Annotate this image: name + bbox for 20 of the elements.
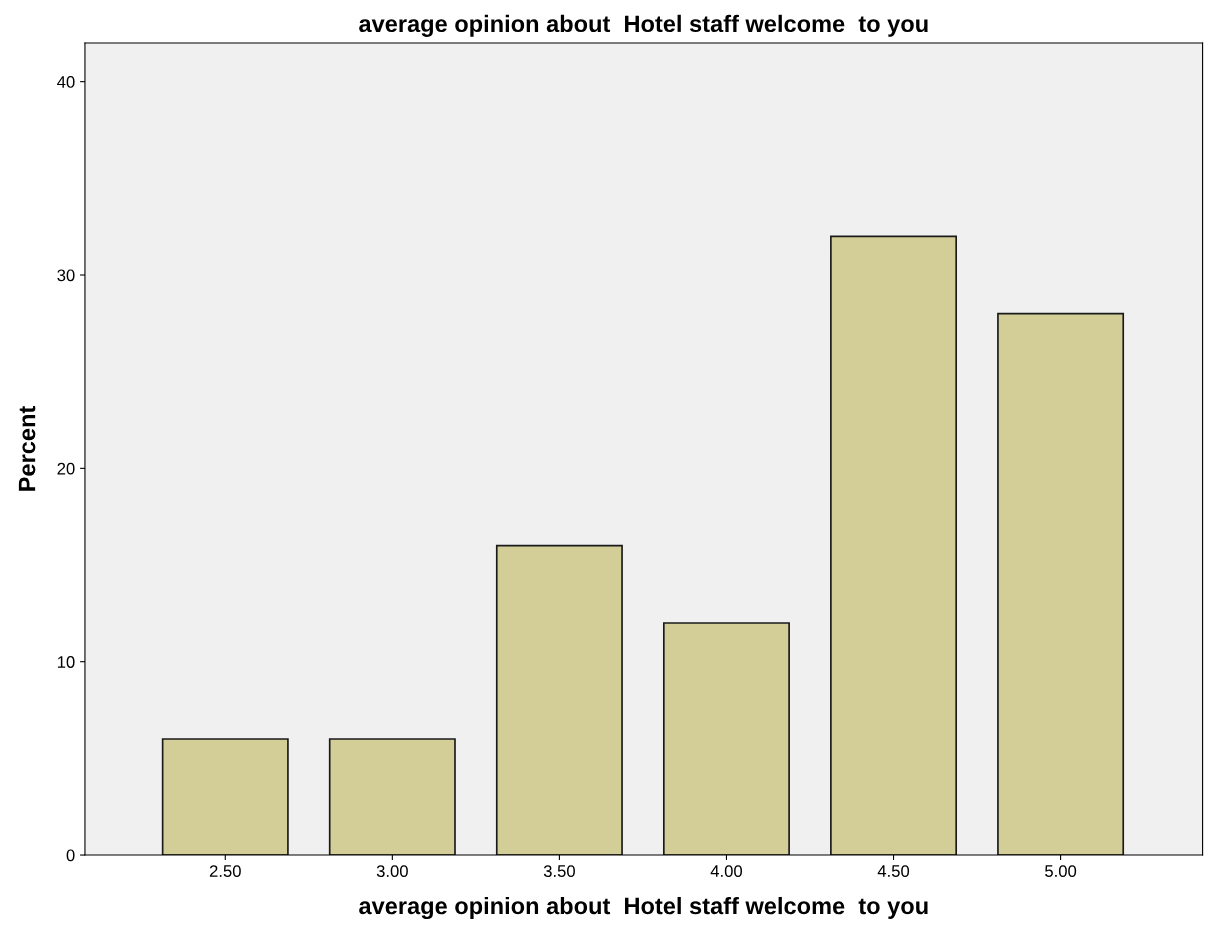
x-axis-title: average opinion about Hotel staff welcome to you xyxy=(359,896,928,920)
x-tick-label: 4.50 xyxy=(877,865,910,877)
y-tick-label: 40 xyxy=(57,76,75,88)
x-tick-label: 2.50 xyxy=(209,865,241,877)
bar xyxy=(495,544,623,856)
y-tick-label: 30 xyxy=(57,269,75,282)
bar xyxy=(328,738,456,856)
y-axis-title: Percent xyxy=(18,406,36,491)
bar xyxy=(662,622,790,856)
y-tick-label: 20 xyxy=(57,462,75,475)
x-tick-label: 5.00 xyxy=(1045,865,1077,877)
x-tick-label: 3.50 xyxy=(543,865,575,877)
x-tick-label: 4.00 xyxy=(710,865,743,877)
bar xyxy=(161,738,289,856)
bar xyxy=(830,235,958,856)
y-tick-label: 0 xyxy=(66,849,75,862)
x-tick-label: 3.00 xyxy=(376,865,408,877)
y-tick-label: 10 xyxy=(57,656,75,668)
bar xyxy=(997,312,1125,856)
chart-title: average opinion about Hotel staff welcome to you xyxy=(359,14,928,37)
